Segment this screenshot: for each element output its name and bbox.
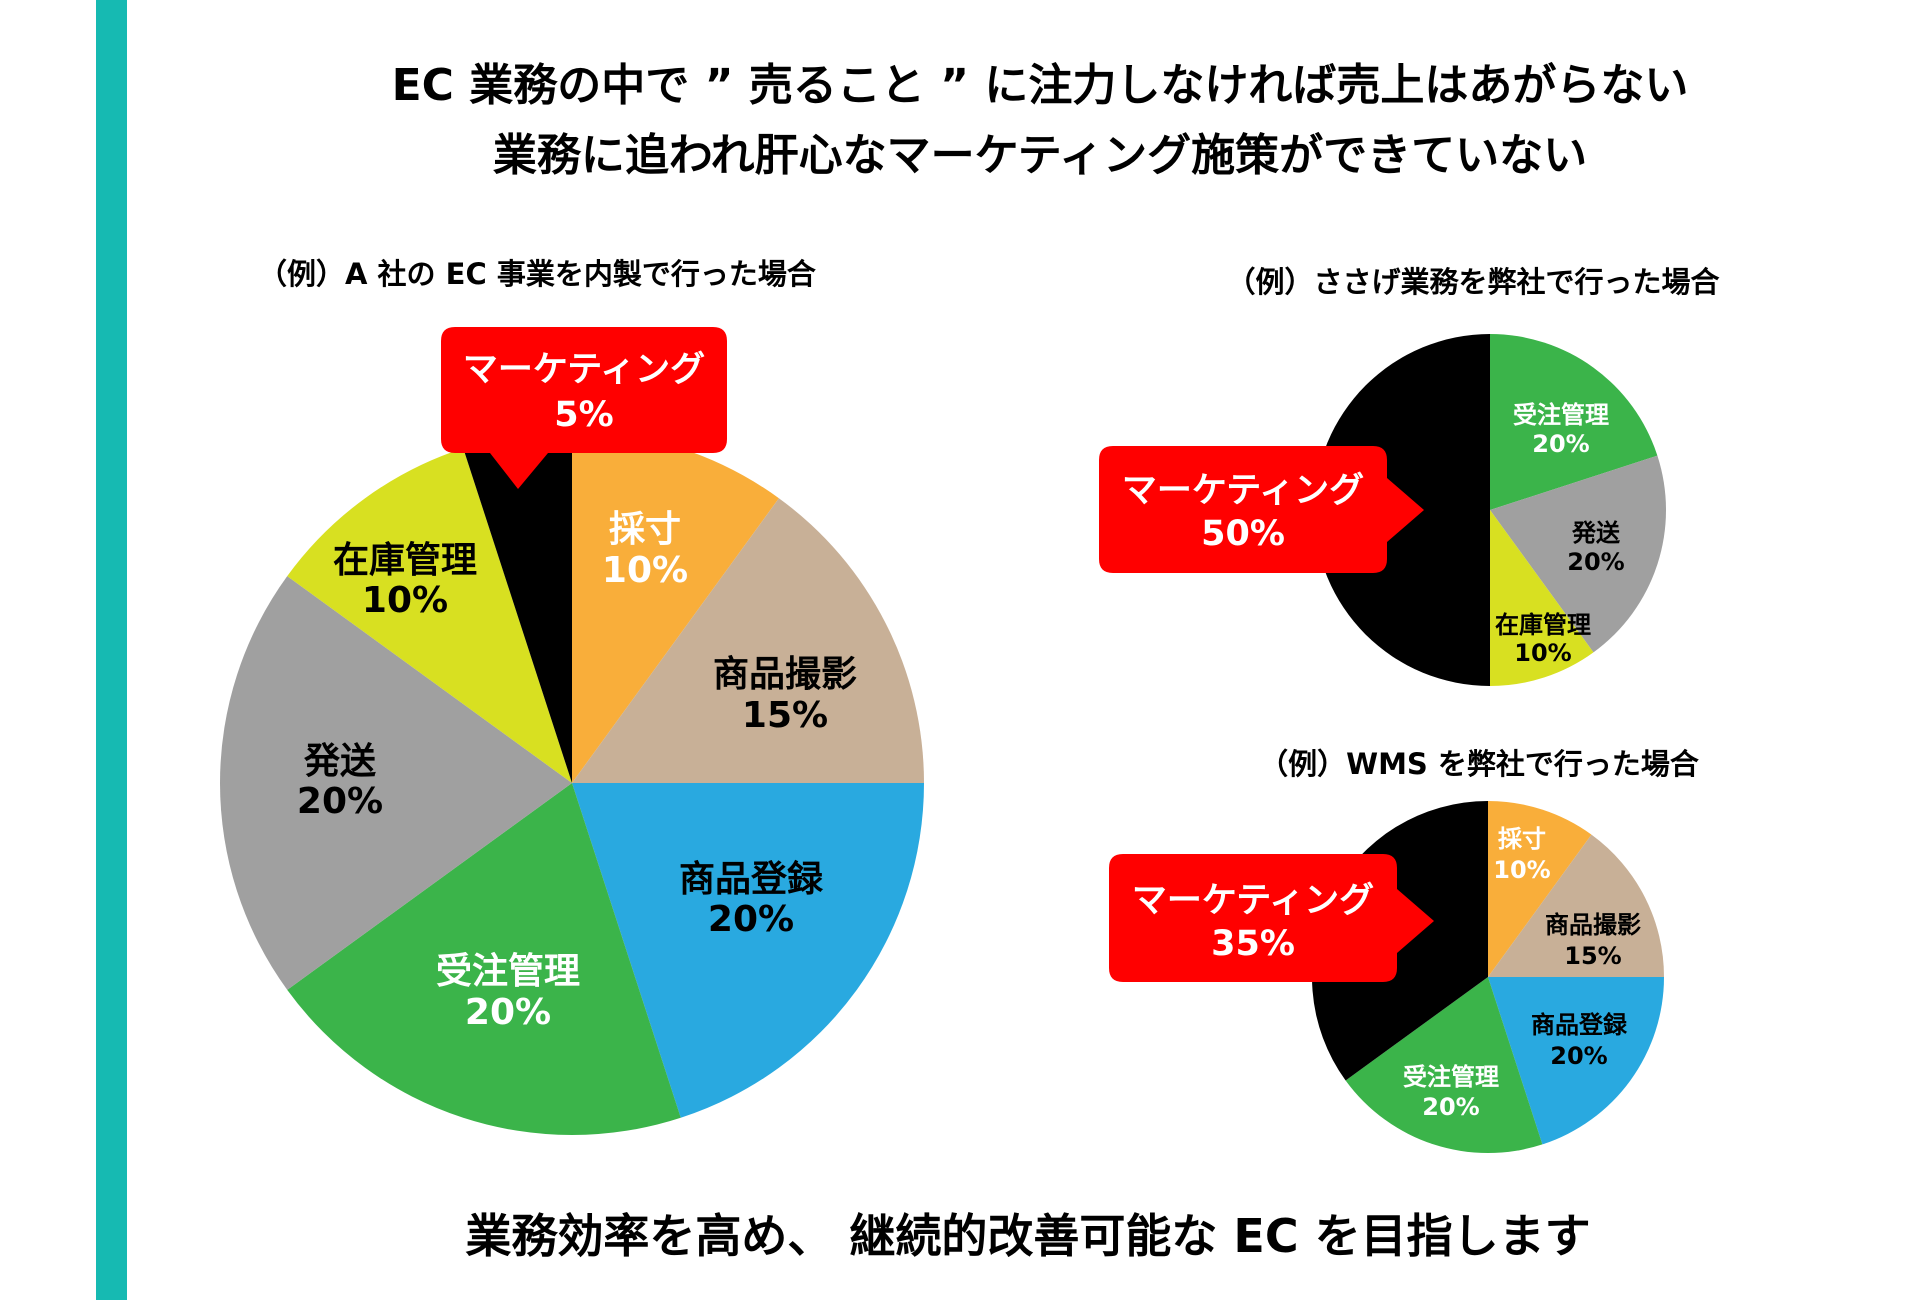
- pie2-labels: 受注管理 20% 発送 20% 在庫管理 10%: [1495, 401, 1625, 667]
- title-line-2: 業務に追われ肝心なマーケティング施策ができていない: [493, 130, 1587, 181]
- pct: 10%: [602, 550, 688, 591]
- pct: 20%: [465, 992, 551, 1033]
- pie-slice-2: [1490, 510, 1594, 686]
- pie-chart-inhouse: [219, 431, 924, 1135]
- label: 在庫管理: [1495, 611, 1591, 639]
- label: 商品撮影: [1545, 911, 1641, 939]
- pie-slice-5: [287, 448, 572, 783]
- pct: 15%: [742, 695, 828, 736]
- marketing-callout-3: マーケティング 35%: [1109, 854, 1434, 982]
- pct: 20%: [1532, 430, 1589, 458]
- callout-pct: 5%: [554, 395, 613, 435]
- pie3-title: （例）WMS を弊社で行った場合: [1259, 747, 1699, 781]
- accent-bar: [96, 0, 127, 1300]
- label: 採寸: [609, 509, 681, 550]
- label: 受注管理: [436, 951, 580, 992]
- pie1-title: （例）A 社の EC 事業を内製で行った場合: [258, 257, 816, 291]
- pie-slice-3: [1345, 977, 1543, 1153]
- pie-slice-2: [1488, 977, 1664, 1145]
- pct: 20%: [708, 899, 794, 940]
- label: 商品登録: [679, 859, 824, 900]
- pie1-labels: 採寸 10% 商品撮影 15% 商品登録 20% 受注管理 20% 発送 20%…: [297, 509, 857, 1033]
- callout-pct: 35%: [1211, 924, 1295, 964]
- pie-slice-0: [572, 431, 779, 783]
- pct: 20%: [1422, 1093, 1479, 1121]
- footer-message: 業務効率を高め、 継続的改善可能な EC を目指します: [465, 1209, 1590, 1263]
- pct: 10%: [1514, 639, 1571, 667]
- label: 受注管理: [1403, 1063, 1499, 1091]
- label: 受注管理: [1513, 401, 1609, 429]
- callout-label: マーケティング: [463, 350, 705, 390]
- callout-label: マーケティング: [1122, 471, 1364, 511]
- pct: 15%: [1564, 942, 1621, 970]
- pie-slice-0: [1488, 801, 1592, 977]
- pie-slice-2: [572, 783, 924, 1118]
- label: 商品撮影: [713, 654, 857, 695]
- pie-slice-1: [1488, 834, 1664, 977]
- pie-slice-1: [1490, 455, 1666, 653]
- pie3-labels: 採寸 10% 商品撮影 15% 商品登録 20% 受注管理 20%: [1403, 825, 1641, 1121]
- callout-label: マーケティング: [1132, 881, 1374, 921]
- pie-slice-4: [219, 576, 572, 990]
- pie-slice-6: [463, 431, 572, 783]
- pct: 10%: [1493, 856, 1550, 884]
- pct: 20%: [297, 781, 383, 822]
- callout-pct: 50%: [1201, 514, 1285, 554]
- pie-slice-0: [1490, 334, 1658, 510]
- pct: 20%: [1567, 548, 1624, 576]
- pct: 10%: [362, 580, 448, 621]
- pct: 20%: [1550, 1042, 1607, 1070]
- label: 商品登録: [1531, 1011, 1628, 1039]
- pie2-title: （例）ささげ業務を弊社で行った場合: [1226, 265, 1719, 299]
- label: 発送: [304, 741, 376, 782]
- pie-slice-3: [287, 783, 681, 1135]
- label: 在庫管理: [333, 540, 477, 581]
- marketing-callout-1: マーケティング 5%: [441, 327, 727, 489]
- marketing-callout-2: マーケティング 50%: [1099, 446, 1424, 573]
- label: 発送: [1571, 519, 1621, 547]
- label: 採寸: [1498, 825, 1546, 853]
- pie-slice-1: [572, 498, 924, 783]
- title-line-1: EC 業務の中で ” 売ること ” に注力しなければ売上はあがらない: [392, 60, 1689, 111]
